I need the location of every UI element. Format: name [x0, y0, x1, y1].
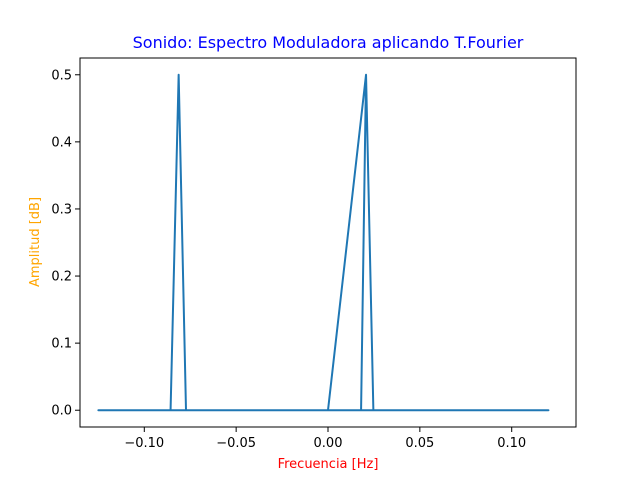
plot-area: −0.10 −0.05 0.00 0.05 0.10 0.00.10.20.30.40.…	[51, 57, 577, 451]
x-tick-label: −0.10	[124, 436, 164, 451]
x-tick-label: −0.05	[216, 436, 256, 451]
y-tick-label: 0.3	[51, 202, 72, 217]
y-axis-label: Amplitud [dB]	[28, 197, 43, 287]
y-axis-ticks: 0.0 0.1 0.2 0.3 0.4 0.5	[51, 68, 80, 419]
y-tick-label: 0.0	[51, 404, 72, 419]
chart-title: Sonido: Espectro Moduladora aplicando T.…	[133, 33, 524, 52]
series-line-0	[97, 73, 550, 412]
x-axis-label: Frecuencia [Hz]	[278, 457, 379, 472]
y-tick-label: 0.5	[51, 68, 72, 83]
x-tick-label: 0.10	[497, 436, 526, 451]
y-tick-label: 0.4	[51, 135, 72, 150]
x-tick-label: 0.00	[314, 436, 343, 451]
y-tick-label: 0.2	[51, 270, 72, 285]
x-axis-ticks: −0.10 −0.05 0.00 0.05 0.10	[124, 427, 526, 451]
series-layer	[97, 73, 550, 412]
y-tick-label: 0.1	[51, 337, 72, 352]
x-tick-label: 0.05	[405, 436, 434, 451]
